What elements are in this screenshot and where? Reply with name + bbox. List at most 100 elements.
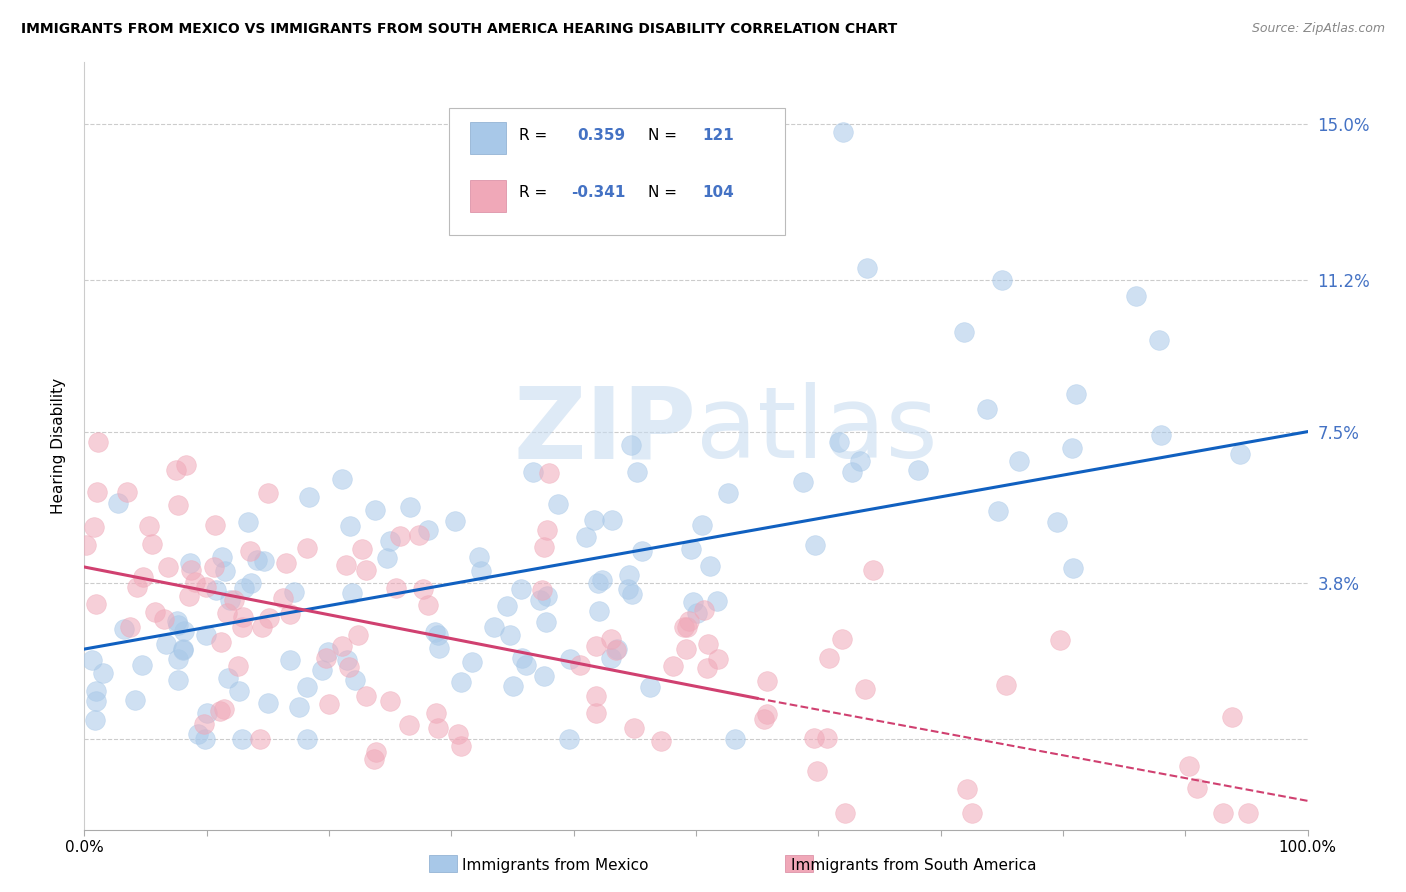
Point bbox=[195, 580, 218, 594]
Point bbox=[278, 653, 301, 667]
Point bbox=[297, 680, 319, 694]
Point bbox=[675, 620, 697, 634]
Point bbox=[418, 599, 440, 613]
Point bbox=[347, 628, 370, 642]
Point bbox=[167, 673, 190, 687]
Point bbox=[141, 537, 163, 551]
Point bbox=[690, 518, 713, 533]
Point bbox=[398, 718, 420, 732]
Point bbox=[681, 542, 703, 557]
Point bbox=[165, 463, 187, 477]
Point bbox=[257, 611, 280, 625]
Point bbox=[143, 605, 166, 619]
Point bbox=[560, 651, 582, 665]
Point bbox=[707, 652, 730, 666]
Point bbox=[960, 806, 983, 821]
Point bbox=[257, 697, 280, 711]
Point bbox=[82, 653, 104, 667]
Y-axis label: Hearing Disability: Hearing Disability bbox=[51, 378, 66, 514]
Point bbox=[132, 569, 155, 583]
Point bbox=[697, 637, 720, 651]
Point bbox=[195, 706, 218, 720]
Point bbox=[231, 620, 253, 634]
Point bbox=[1046, 515, 1069, 529]
Point bbox=[1125, 289, 1147, 303]
Point bbox=[412, 582, 434, 596]
Bar bbox=[429, 855, 457, 872]
Point bbox=[332, 472, 354, 486]
Point bbox=[131, 657, 153, 672]
Point bbox=[156, 560, 179, 574]
Point bbox=[75, 538, 97, 552]
Point bbox=[1177, 759, 1199, 773]
Point bbox=[84, 713, 107, 727]
Point bbox=[678, 614, 700, 628]
Point bbox=[217, 671, 239, 685]
Point bbox=[193, 716, 215, 731]
Point bbox=[231, 732, 253, 747]
Point bbox=[354, 689, 377, 703]
Point bbox=[86, 485, 108, 500]
Point bbox=[416, 523, 439, 537]
Point bbox=[538, 466, 561, 480]
Point bbox=[856, 260, 879, 275]
Point bbox=[1049, 632, 1071, 647]
Text: N =: N = bbox=[648, 186, 678, 201]
Point bbox=[533, 669, 555, 683]
Point bbox=[179, 557, 201, 571]
Point bbox=[575, 530, 598, 544]
Point bbox=[956, 782, 979, 797]
Point bbox=[204, 583, 226, 598]
Point bbox=[626, 466, 648, 480]
Point bbox=[295, 541, 318, 556]
Point bbox=[755, 673, 778, 688]
Point bbox=[195, 628, 218, 642]
Point bbox=[330, 639, 353, 653]
Point bbox=[994, 678, 1017, 692]
Point bbox=[853, 682, 876, 697]
Point bbox=[127, 580, 149, 594]
Point bbox=[1236, 806, 1258, 821]
Point bbox=[834, 806, 856, 821]
Point bbox=[152, 612, 174, 626]
Point bbox=[803, 538, 825, 552]
Point bbox=[706, 594, 728, 608]
Point bbox=[461, 656, 484, 670]
Point bbox=[617, 568, 640, 582]
Point bbox=[1212, 806, 1234, 821]
Point bbox=[1220, 710, 1243, 724]
Point bbox=[316, 645, 339, 659]
Point bbox=[380, 534, 402, 549]
Point bbox=[696, 661, 718, 675]
Point bbox=[450, 739, 472, 754]
Point bbox=[502, 679, 524, 693]
Point bbox=[620, 587, 643, 601]
Point bbox=[204, 517, 226, 532]
Text: 104: 104 bbox=[702, 186, 734, 201]
Point bbox=[599, 650, 621, 665]
Text: ZIP: ZIP bbox=[513, 382, 696, 479]
Point bbox=[344, 673, 367, 687]
Point bbox=[86, 597, 108, 611]
Point bbox=[271, 591, 294, 606]
Text: 121: 121 bbox=[702, 128, 734, 143]
Point bbox=[1185, 780, 1208, 795]
Point bbox=[427, 640, 450, 655]
Point bbox=[87, 434, 110, 449]
Point bbox=[215, 606, 238, 620]
Point bbox=[482, 620, 505, 634]
Point bbox=[585, 639, 607, 653]
Point bbox=[586, 575, 609, 590]
Point bbox=[167, 652, 190, 666]
Point bbox=[342, 585, 364, 599]
Point bbox=[311, 663, 333, 677]
Text: R =: R = bbox=[519, 186, 547, 201]
Point bbox=[682, 595, 704, 609]
Point bbox=[815, 731, 838, 745]
Point bbox=[631, 544, 654, 558]
Point bbox=[232, 609, 254, 624]
Point bbox=[298, 490, 321, 504]
Point bbox=[252, 620, 274, 634]
Point bbox=[239, 544, 262, 558]
Point bbox=[236, 516, 259, 530]
